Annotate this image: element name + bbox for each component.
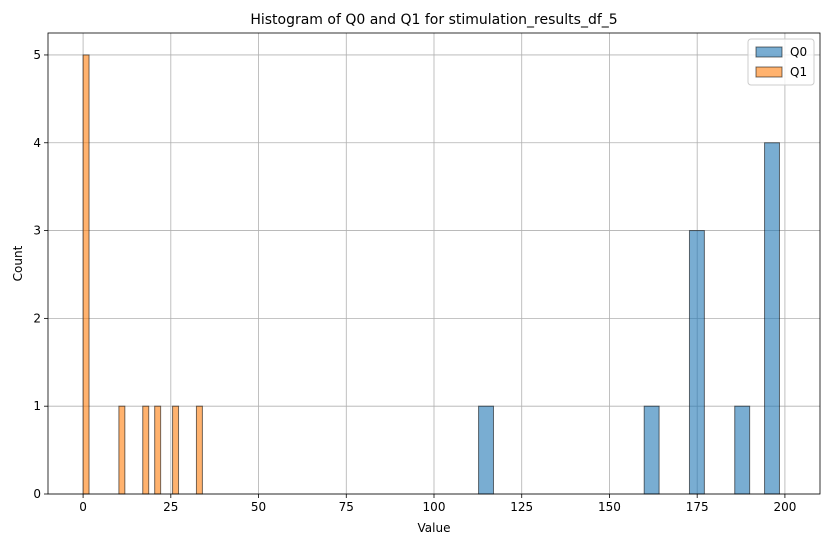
bars — [82, 54, 780, 495]
x-tick-label: 0 — [79, 500, 87, 514]
x-tick-label: 75 — [339, 500, 354, 514]
chart-title: Histogram of Q0 and Q1 for stimulation_r… — [250, 12, 617, 28]
legend-label-q1: Q1 — [790, 65, 807, 79]
y-axis-label: Count — [11, 245, 25, 281]
legend-label-q0: Q0 — [790, 45, 807, 59]
y-tick-label: 5 — [33, 48, 41, 62]
bar-q1 — [142, 405, 150, 495]
y-tick-label: 0 — [33, 487, 41, 501]
y-tick-label: 2 — [33, 311, 41, 325]
y-tick-label: 4 — [33, 136, 41, 150]
bar-q1 — [172, 405, 180, 495]
x-tick-label: 50 — [251, 500, 266, 514]
x-tick-label: 100 — [423, 500, 446, 514]
x-tick-label: 175 — [686, 500, 709, 514]
bar-q0 — [688, 230, 705, 495]
x-tick-label: 150 — [598, 500, 621, 514]
bar-q1 — [82, 54, 90, 495]
bar-q1 — [154, 405, 162, 495]
x-axis-label: Value — [418, 521, 451, 535]
y-tick-label: 1 — [33, 399, 41, 413]
bar-q1 — [195, 405, 203, 495]
bar-q1 — [118, 405, 126, 495]
y-tick-label: 3 — [33, 224, 41, 238]
x-tick-label: 125 — [510, 500, 533, 514]
bar-q0 — [478, 405, 494, 495]
bar-q0 — [734, 405, 751, 495]
bar-q0 — [643, 405, 660, 495]
x-tick-label: 200 — [773, 500, 796, 514]
ticks: 0 25 50 75 100 125 150 175 200 0 1 2 3 4 5 — [33, 48, 796, 514]
legend-swatch-q1 — [755, 66, 783, 78]
bar-q0 — [764, 142, 780, 495]
x-tick-label: 25 — [163, 500, 178, 514]
legend-swatch-q0 — [755, 46, 783, 58]
